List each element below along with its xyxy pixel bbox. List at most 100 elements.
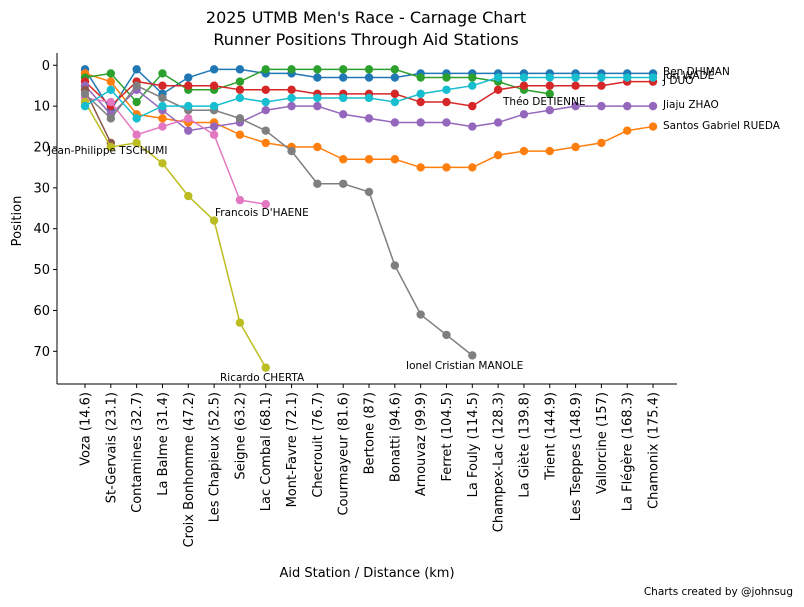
data-point-jon-wade [106,85,116,94]
data-point-ionel-cristian-manole [132,81,141,90]
data-point-ionel-cristian-manole [364,187,374,197]
data-point-santos-gabriel-rueda [416,163,425,172]
runner-name-label: J DUO [662,75,693,87]
data-point-th-o-detienne [287,85,296,94]
data-point-j-duo [261,65,270,74]
data-point-ionel-cristian-manole [339,179,348,188]
data-point-jon-wade [339,93,348,103]
data-point-jiaju-zhao [339,110,348,119]
runner-name-label: Ionel Cristian MANOLE [406,360,523,372]
data-point-ricardo-cherta [235,318,245,327]
data-point-ionel-cristian-manole [468,351,477,360]
data-point-santos-gabriel-rueda [648,122,658,131]
data-point-j-duo [339,65,348,74]
y-tick-label: 70 [33,345,50,360]
data-point-jiaju-zhao [468,122,477,131]
data-point-th-o-detienne [442,97,451,107]
data-point-ben-dhiman [364,73,374,82]
data-point-ionel-cristian-manole [80,89,90,99]
data-point-francois-d-haene [235,195,245,205]
data-point-j-duo [545,89,554,99]
data-point-jon-wade [597,73,606,82]
data-point-jiaju-zhao [261,106,270,115]
x-tick-label: La Giète (139.8) [517,392,532,498]
x-tick-label: Chamonix (175.4) [647,392,662,509]
x-tick-label: Voza (14.6) [79,392,94,466]
data-point-jon-wade [623,73,632,82]
data-point-francois-d-haene [158,122,167,131]
data-point-jon-wade [184,101,193,111]
data-point-jon-wade [442,85,451,94]
data-point-santos-gabriel-rueda [468,163,477,172]
data-point-j-duo [313,65,322,74]
data-point-jiaju-zhao [442,118,451,127]
series-line-ricardo-cherta [84,101,267,369]
x-tick-label: Trient (144.9) [543,392,558,481]
x-tick-label: La Fouly (114.5) [466,392,481,497]
x-tick-label: Mont-Favre (72.1) [285,392,300,507]
data-point-francois-d-haene [261,199,270,209]
data-point-santos-gabriel-rueda [597,138,606,148]
data-point-santos-gabriel-rueda [313,142,322,152]
x-tick-label: Ferret (104.5) [440,392,455,482]
data-point-santos-gabriel-rueda [571,142,580,152]
data-point-ben-dhiman [132,65,141,74]
data-point-jiaju-zhao [597,101,606,111]
y-axis-label: Position [10,196,25,247]
data-point-francois-d-haene [209,130,219,139]
data-point-jiaju-zhao [184,126,193,135]
data-point-ricardo-cherta [184,191,193,201]
series-line-francois-d-haene [84,97,266,205]
runner-name-label: Jiaju ZHAO [662,99,719,111]
y-tick-label: 60 [33,304,50,319]
data-point-j-duo [132,97,141,107]
data-point-jon-wade [468,81,477,90]
x-tick-label: Checrouit (76.7) [311,392,326,498]
data-point-santos-gabriel-rueda [235,130,245,139]
data-point-jiaju-zhao [364,114,374,123]
data-point-th-o-detienne [158,81,167,90]
data-point-jon-wade [235,93,245,103]
data-point-j-duo [364,65,374,74]
x-tick-label: Bonatti (94.6) [388,392,403,482]
data-point-th-o-detienne [261,85,270,94]
data-point-ricardo-cherta [158,159,167,168]
data-point-santos-gabriel-rueda [390,155,400,164]
y-tick-label: 0 [42,59,50,74]
data-point-th-o-detienne [390,89,400,99]
data-point-santos-gabriel-rueda [158,114,167,123]
data-point-j-duo [106,69,116,78]
data-point-jon-wade [261,97,270,107]
data-point-th-o-detienne [519,81,529,90]
data-point-santos-gabriel-rueda [545,146,554,156]
data-point-jon-wade [80,101,90,111]
chart-subtitle: Runner Positions Through Aid Stations [213,30,518,49]
y-tick-label: 30 [33,181,50,196]
x-tick-label: La Flégère (168.3) [621,392,636,511]
data-point-th-o-detienne [571,81,580,90]
data-point-jiaju-zhao [519,110,529,119]
x-tick-label: Arnouvaz (99.9) [414,392,429,496]
data-point-j-duo [416,73,425,82]
data-point-ben-dhiman [184,73,193,82]
x-tick-label: La Balme (31.4) [156,392,171,496]
data-point-ricardo-cherta [106,142,116,152]
data-point-jon-wade [158,101,167,111]
data-point-jon-wade [313,93,322,103]
data-point-jon-wade [132,114,141,123]
data-point-ionel-cristian-manole [158,93,167,103]
data-point-jon-wade [545,73,554,82]
runner-name-label: Francois D'HAENE [215,207,309,219]
data-point-th-o-detienne [545,81,554,90]
runner-name-label: Théo DETIENNE [502,96,586,108]
data-point-jon-wade [390,97,400,107]
data-point-th-o-detienne [209,81,219,90]
data-point-jiaju-zhao [416,118,425,127]
data-point-th-o-detienne [597,81,606,90]
x-tick-label: Seigne (63.2) [233,392,248,480]
x-axis-label: Aid Station / Distance (km) [279,566,454,581]
series-line-ionel-cristian-manole [84,84,473,356]
y-tick-label: 10 [33,100,50,115]
x-tick-label: Bertone (87) [363,392,378,474]
data-point-j-duo [235,77,245,86]
